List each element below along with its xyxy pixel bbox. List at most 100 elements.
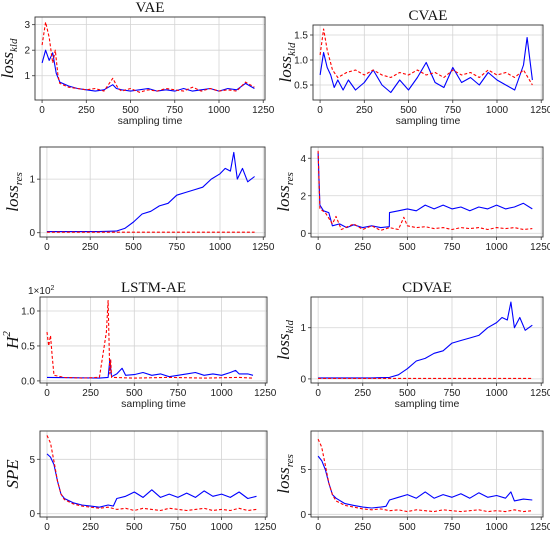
y-tick-label: 0.5 <box>21 341 35 352</box>
series-line <box>317 152 533 229</box>
y-tick-label: 5 <box>300 465 306 476</box>
x-tick-label: 500 <box>399 522 416 533</box>
y-tick-label: 3 <box>24 20 30 31</box>
x-tick-label: 1000 <box>210 388 233 399</box>
chart-title: CVAE <box>409 8 448 24</box>
plot-frame <box>310 430 544 518</box>
chart-panel: 0 250 500 750 1000 1250 1 2 3 VAE sampling time los… <box>0 0 275 127</box>
y-tick-label: 0 <box>300 510 306 521</box>
y-axis-label: SPE <box>3 459 22 489</box>
x-axis-label: sampling time <box>395 398 460 410</box>
plot-frame <box>34 16 266 101</box>
series-line <box>46 435 257 512</box>
x-tick-label: 1000 <box>209 242 232 253</box>
x-tick-label: 750 <box>444 242 461 253</box>
x-tick-label: 1000 <box>485 242 508 253</box>
y-axis-label: H2 <box>1 331 22 350</box>
x-tick-label: 250 <box>354 242 371 253</box>
x-tick-label: 1000 <box>485 522 508 533</box>
plot-frame <box>310 296 544 384</box>
chart-panel: 0 250 500 750 1000 1250 0 5 SPE <box>3 430 277 533</box>
y-axis-label: losskld <box>274 320 296 360</box>
x-tick-label: 250 <box>82 242 99 253</box>
x-tick-label: 250 <box>78 105 95 116</box>
y-tick-label: 0.5 <box>294 81 308 92</box>
y-tick-label: 2 <box>300 191 306 202</box>
y-tick-label: 1.0 <box>21 306 35 317</box>
series-line <box>317 455 533 509</box>
x-tick-label: 500 <box>125 242 142 253</box>
chart-title: LSTM-AE <box>121 280 186 296</box>
series-line <box>319 36 533 94</box>
x-tick-label: 1250 <box>252 242 275 253</box>
series-line <box>41 21 255 93</box>
chart-title: VAE <box>136 0 165 16</box>
y-axis-label: losskld <box>0 38 20 78</box>
y-axis-label: lossres <box>3 172 25 212</box>
x-tick-label: 750 <box>168 242 185 253</box>
x-tick-label: 1000 <box>208 105 231 116</box>
y-tick-label: 0 <box>29 509 35 520</box>
y-axis-label: losskld <box>276 42 298 82</box>
series-line <box>46 359 254 379</box>
x-tick-label: 250 <box>354 522 371 533</box>
x-tick-label: 750 <box>170 388 187 399</box>
x-tick-label: 0 <box>39 105 45 116</box>
x-tick-label: 500 <box>399 388 416 399</box>
x-tick-label: 1250 <box>530 242 550 253</box>
x-tick-label: 0 <box>315 242 321 253</box>
x-tick-label: 1250 <box>530 522 550 533</box>
x-tick-label: 1250 <box>252 105 275 116</box>
x-tick-label: 750 <box>444 522 461 533</box>
y-tick-label: 1 <box>29 175 35 186</box>
chart-panel: 0 250 500 750 1000 1250 0.0 0.5 1.0 LSTM-AE sampli… <box>1 280 277 410</box>
axis-multiplier: 1×102 <box>28 285 55 297</box>
x-tick-label: 1250 <box>530 388 550 399</box>
y-tick-label: 0.0 <box>21 376 35 387</box>
x-tick-label: 250 <box>82 522 99 533</box>
x-axis-label: sampling time <box>396 115 461 127</box>
x-tick-label: 1250 <box>530 105 550 116</box>
chart-title: CDVAE <box>402 280 452 296</box>
plot-frame <box>312 24 544 101</box>
series-line <box>46 453 257 508</box>
series-line <box>41 49 255 92</box>
series-line <box>46 299 254 379</box>
chart-panel: 0 250 500 750 1000 1250 0 1 lossres <box>3 146 275 253</box>
x-tick-label: 1000 <box>485 388 508 399</box>
x-tick-label: 0 <box>44 242 50 253</box>
plot-frame <box>39 430 268 518</box>
y-tick-label: 1.5 <box>294 31 308 42</box>
x-tick-label: 750 <box>444 105 461 116</box>
chart-panel: 0 250 500 750 1000 1250 0 2 4 lossres <box>274 146 550 253</box>
y-axis-label: lossres <box>274 172 296 212</box>
y-tick-label: 0 <box>300 229 306 240</box>
plot-frame <box>39 146 266 238</box>
y-tick-label: 1 <box>24 71 30 82</box>
chart-panel: 0 250 500 750 1000 1250 0.5 1.0 1.5 CVAE sampling … <box>276 8 550 127</box>
y-tick-label: 4 <box>300 154 306 165</box>
y-tick-label: 5 <box>29 455 35 466</box>
y-tick-label: 2 <box>24 46 30 57</box>
x-tick-label: 500 <box>122 105 139 116</box>
x-tick-label: 750 <box>444 388 461 399</box>
x-tick-label: 750 <box>170 522 187 533</box>
plot-frame <box>310 146 544 238</box>
x-axis-label: sampling time <box>121 398 186 410</box>
plot-frame <box>39 296 268 384</box>
x-axis-label: sampling time <box>118 115 183 127</box>
x-tick-label: 250 <box>82 388 99 399</box>
series-line <box>319 28 533 86</box>
x-tick-label: 0 <box>315 388 321 399</box>
chart-panel: 0 250 500 750 1000 1250 0 1 CDVAE sampling time lo… <box>274 280 550 410</box>
y-tick-label: 1.0 <box>294 56 308 67</box>
x-tick-label: 500 <box>400 105 417 116</box>
x-tick-label: 0 <box>44 388 50 399</box>
x-tick-label: 750 <box>166 105 183 116</box>
x-tick-label: 250 <box>354 388 371 399</box>
x-tick-label: 0 <box>44 522 50 533</box>
x-tick-label: 250 <box>356 105 373 116</box>
x-tick-label: 500 <box>126 522 143 533</box>
x-tick-label: 0 <box>315 522 321 533</box>
